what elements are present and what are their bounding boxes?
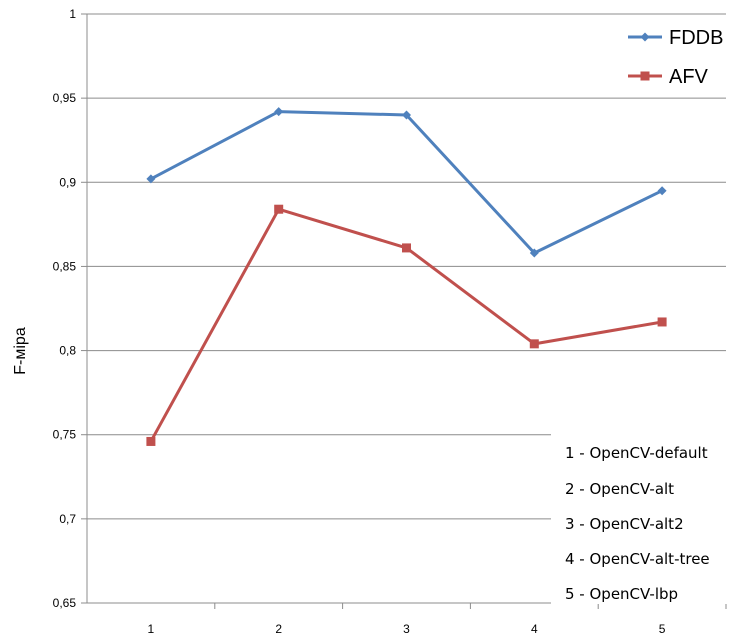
x-tick-label: 4 (531, 622, 538, 636)
data-point (146, 174, 156, 184)
method-key-background (551, 434, 756, 604)
series-fddb (146, 107, 667, 258)
x-tick-label: 2 (275, 622, 282, 636)
y-tick-label: 0,9 (59, 175, 76, 189)
method-key-item: 1 - OpenCV-default (565, 444, 708, 462)
x-tick-labels: 1 2 3 4 5 (148, 622, 666, 636)
legend-marker (640, 71, 650, 81)
series-afv (146, 204, 667, 446)
legend-marker (640, 32, 650, 42)
gridlines (81, 13, 726, 604)
legend: FDDB AFV (628, 27, 723, 88)
y-tick-label: 0,8 (59, 344, 76, 358)
x-tick-label: 5 (659, 622, 666, 636)
y-tick-label: 1 (69, 7, 76, 21)
x-tick-label: 1 (148, 622, 155, 636)
data-point (146, 436, 156, 446)
legend-entry: FDDB (628, 27, 723, 49)
series (146, 107, 667, 446)
data-point (402, 243, 411, 253)
method-key-item: 4 - OpenCV-alt-tree (565, 550, 710, 568)
method-key-item: 5 - OpenCV-lbp (565, 585, 678, 603)
y-tick-labels: 0,65 0,7 0,75 0,8 0,85 0,9 0,95 1 (53, 7, 77, 610)
y-tick-label: 0,65 (53, 596, 77, 610)
legend-label: AFV (669, 66, 709, 88)
y-tick-label: 0,85 (53, 259, 77, 273)
data-point (274, 107, 284, 117)
data-point (529, 248, 539, 258)
y-tick-label: 0,95 (53, 91, 77, 105)
data-point (274, 204, 284, 214)
method-key-item: 2 - OpenCV-alt (565, 480, 674, 498)
legend-label: FDDB (669, 27, 723, 49)
x-tick-label: 3 (403, 622, 410, 636)
data-point (657, 186, 667, 196)
method-key-item: 3 - OpenCV-alt2 (565, 515, 684, 533)
method-key: 1 - OpenCV-default 2 - OpenCV-alt 3 - Open… (551, 434, 756, 604)
y-tick-label: 0,7 (59, 512, 76, 526)
legend-entry: AFV (628, 66, 709, 88)
data-point (402, 110, 411, 120)
y-tick-label: 0,75 (53, 428, 77, 442)
y-axis-title: F-міра (12, 327, 29, 375)
data-point (529, 339, 539, 349)
data-point (657, 317, 667, 327)
